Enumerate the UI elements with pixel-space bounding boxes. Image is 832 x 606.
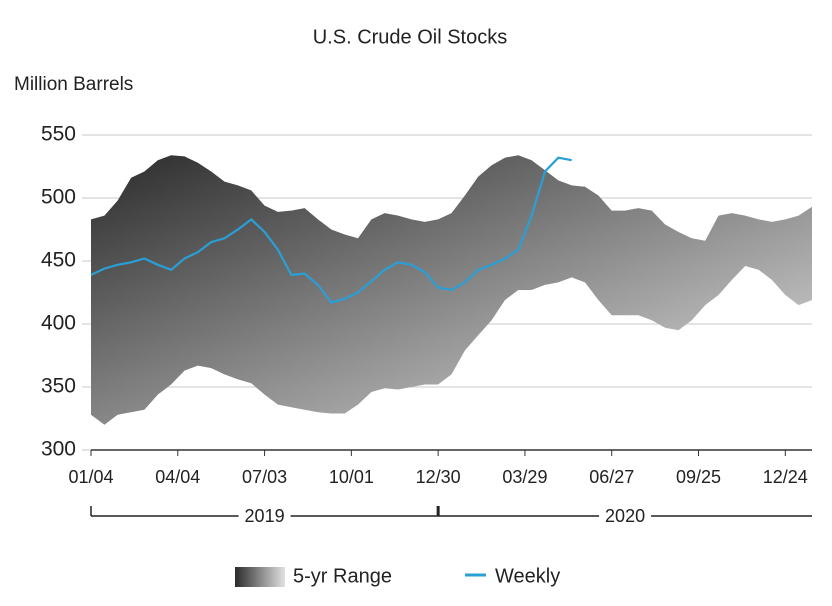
group-label: 2020: [605, 506, 645, 526]
chart-title: U.S. Crude Oil Stocks: [313, 26, 508, 48]
legend-label: 5-yr Range: [293, 565, 392, 587]
legend-label: Weekly: [495, 565, 560, 587]
y-tick-label: 350: [41, 375, 76, 398]
x-tick-label: 04/04: [155, 467, 200, 487]
group-label-bg: [238, 506, 291, 526]
y-tick-label: 400: [41, 312, 76, 335]
x-tick-label: 03/29: [502, 467, 547, 487]
x-tick-label: 10/01: [329, 467, 374, 487]
x-tick-label: 12/24: [763, 467, 808, 487]
x-tick-label: 12/30: [416, 467, 461, 487]
group-label: 2019: [245, 506, 285, 526]
weekly-line: [90, 156, 572, 304]
group-label-bg: [599, 506, 652, 526]
y-axis-label: Million Barrels: [14, 74, 133, 95]
y-tick-label: 550: [41, 123, 76, 146]
x-tick-label: 01/04: [68, 467, 113, 487]
x-tick-label: 06/27: [589, 467, 634, 487]
x-tick-label: 09/25: [676, 467, 721, 487]
y-tick-label: 450: [41, 249, 76, 272]
y-tick-label: 500: [41, 186, 76, 209]
x-tick-label: 07/03: [242, 467, 287, 487]
y-tick-label: 300: [41, 438, 76, 461]
legend-swatch: [235, 567, 285, 587]
